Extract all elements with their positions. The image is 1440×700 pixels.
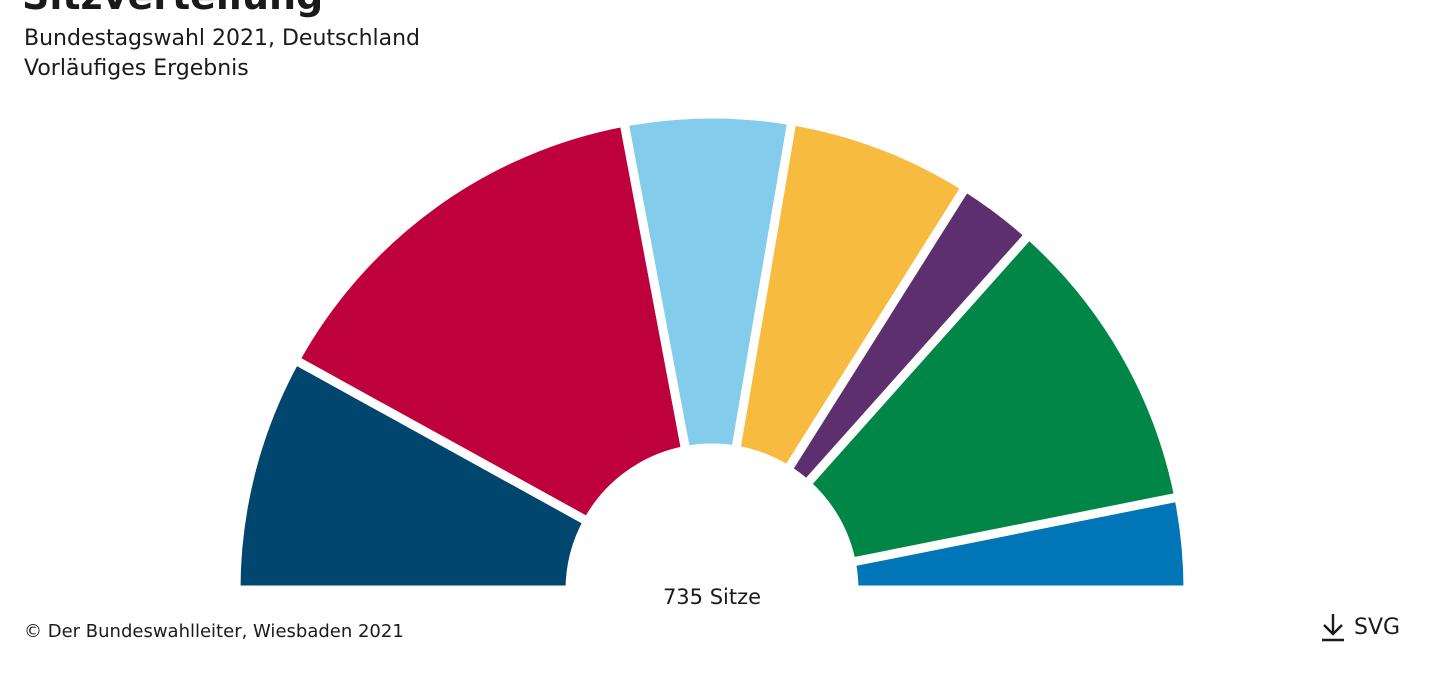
seat-slice-7[interactable] (845, 491, 1193, 595)
download-label: SVG (1354, 614, 1401, 640)
seat-slice-1[interactable] (231, 353, 594, 595)
subtitle-line-status: Vorläufiges Ergebnis (24, 56, 249, 81)
seat-slice-4[interactable] (730, 115, 972, 477)
copyright-text: © Der Bundeswahlleiter, Wiesbaden 2021 (24, 621, 404, 642)
seat-slice-2[interactable] (289, 116, 692, 528)
chart-slices (231, 109, 1193, 595)
chart-subtitle: Bundestagswahl 2021, Deutschland Vorläuf… (24, 24, 420, 84)
seat-slice-6[interactable] (800, 228, 1185, 568)
download-svg-button[interactable]: SVG (1320, 612, 1400, 642)
total-seats-label: 735 Sitze (662, 585, 762, 609)
download-icon (1322, 614, 1344, 642)
subtitle-line-election: Bundestagswahl 2021, Deutschland (24, 26, 421, 51)
chart-title: Sitzverteilung (22, 0, 323, 20)
